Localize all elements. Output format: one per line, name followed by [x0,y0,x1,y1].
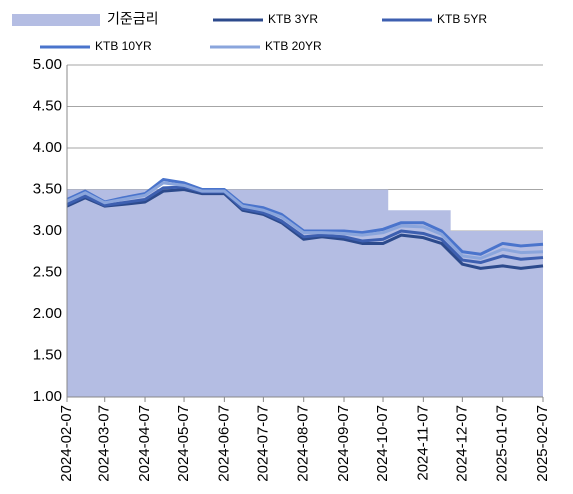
x-tick-label: 2024-12-07 [453,405,470,482]
y-tick-label: 3.50 [33,180,62,197]
legend-label: KTB 20YR [265,39,322,53]
y-tick-label: 4.00 [33,139,62,156]
y-tick-label: 5.00 [33,56,62,73]
legend-label: 기준금리 [107,11,159,27]
y-tick-label: 3.00 [33,222,62,239]
base-rate-area [67,189,543,397]
legend-label: KTB 5YR [437,12,487,26]
y-tick-label: 4.50 [33,97,62,114]
x-tick-label: 2024-08-07 [295,405,312,482]
series-line [66,188,544,270]
x-tick-label: 2025-02-07 [534,405,551,482]
y-tick-label: 1.50 [33,346,62,363]
x-tick-label: 2024-10-07 [374,405,391,482]
x-tick-label: 2024-03-07 [96,405,113,482]
x-tick-label: 2024-11-07 [414,405,431,481]
x-tick-label: 2024-07-07 [254,405,271,482]
x-tick-label: 2024-04-07 [136,405,153,482]
y-tick-label: 2.00 [33,305,62,322]
y-tick-label: 1.00 [33,388,62,405]
x-tick-label: 2024-09-07 [335,405,352,482]
y-tick-label: 2.50 [33,263,62,280]
legend-label: KTB 3YR [268,12,318,26]
x-tick-label: 2024-02-07 [58,405,75,482]
x-tick-label: 2025-01-07 [494,405,511,482]
x-tick-label: 2024-05-07 [175,405,192,482]
series-line [66,185,544,265]
series-line [66,181,544,260]
legend-swatch [12,14,100,26]
legend-label: KTB 10YR [95,39,152,53]
x-tick-label: 2024-06-07 [215,405,232,482]
